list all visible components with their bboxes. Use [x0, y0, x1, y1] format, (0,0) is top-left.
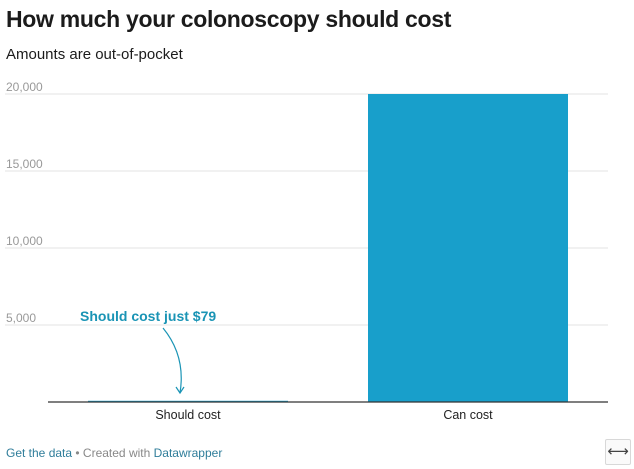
chart-footer: Get the data • Created with Datawrapper	[6, 446, 222, 460]
annotation-label: Should cost just $79	[80, 308, 216, 324]
chart-subtitle: Amounts are out-of-pocket	[6, 46, 183, 63]
y-tick-label: 20,000	[6, 80, 43, 94]
annotation-arrow-line	[162, 327, 182, 394]
resize-horizontal-icon[interactable]: ⟷	[605, 439, 631, 465]
y-tick-label: 5,000	[6, 311, 36, 325]
bar	[88, 400, 288, 402]
x-category-label: Should cost	[155, 408, 221, 422]
footer-separator-text: • Created with	[72, 446, 154, 460]
chart-title: How much your colonoscopy should cost	[6, 6, 452, 32]
bar	[368, 94, 568, 402]
datawrapper-link[interactable]: Datawrapper	[153, 446, 223, 460]
get-the-data-link[interactable]: Get the data	[6, 446, 73, 460]
y-tick-label: 10,000	[6, 234, 43, 248]
y-tick-label: 15,000	[6, 157, 43, 171]
x-category-label: Can cost	[443, 408, 493, 422]
annotation-arrowhead	[175, 386, 185, 395]
bar-chart: 5,000 10,000 15,000 20,000 Should cost Can co…	[5, 80, 608, 422]
